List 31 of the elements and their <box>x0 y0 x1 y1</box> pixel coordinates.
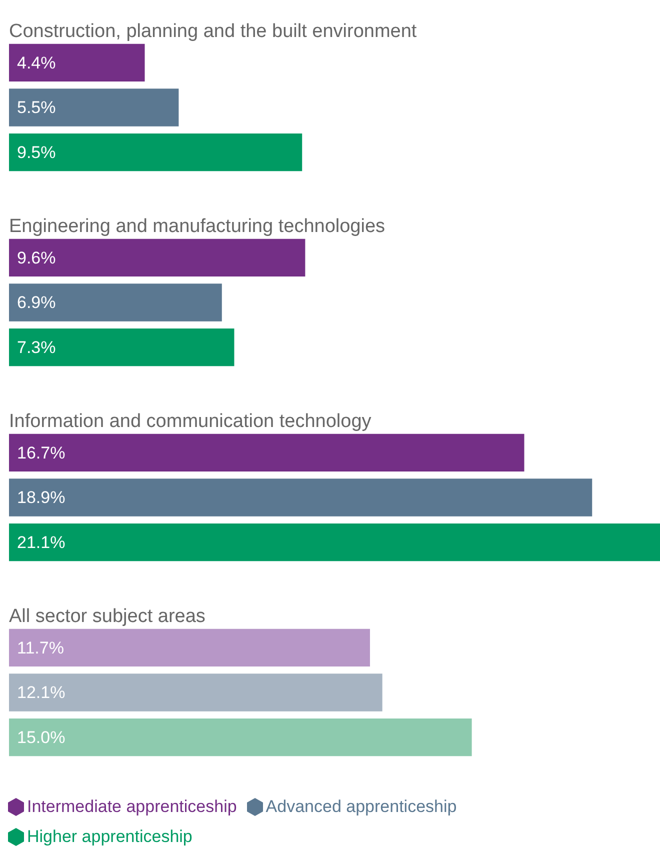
y-tick-label: Engineering and manufacturing technologies <box>9 216 386 237</box>
bar <box>9 328 234 366</box>
bar <box>9 238 306 276</box>
bar <box>9 674 382 712</box>
data-label: 9.5% <box>17 143 56 162</box>
bar <box>9 44 145 82</box>
data-label: 9.6% <box>17 248 56 268</box>
data-label: 18.9% <box>17 488 66 508</box>
bar <box>9 718 472 756</box>
data-label: 15.0% <box>17 728 66 748</box>
bar <box>9 524 660 562</box>
bar <box>9 134 302 172</box>
legend-label: Higher apprenticeship <box>27 827 192 847</box>
data-label: 11.7% <box>17 638 64 658</box>
data-label: 5.5% <box>17 98 56 118</box>
y-tick-label: Construction, planning and the built environment <box>9 20 418 42</box>
bar <box>9 88 179 126</box>
data-label: 12.1% <box>17 683 66 702</box>
data-label: 16.7% <box>17 443 66 462</box>
bar <box>9 434 524 472</box>
data-label: 6.9% <box>17 293 56 312</box>
bar <box>9 284 222 322</box>
legend-label: Advanced apprenticeship <box>266 797 457 817</box>
data-label: 7.3% <box>17 338 56 358</box>
bar <box>9 628 370 666</box>
y-tick-label: Information and communication technology <box>9 410 372 432</box>
data-label: 4.4% <box>17 53 56 72</box>
legend-label: Intermediate apprenticeship <box>27 797 237 817</box>
data-label: 21.1% <box>17 533 66 552</box>
y-tick-label: All sector subject areas <box>9 606 206 627</box>
bar <box>9 478 592 516</box>
